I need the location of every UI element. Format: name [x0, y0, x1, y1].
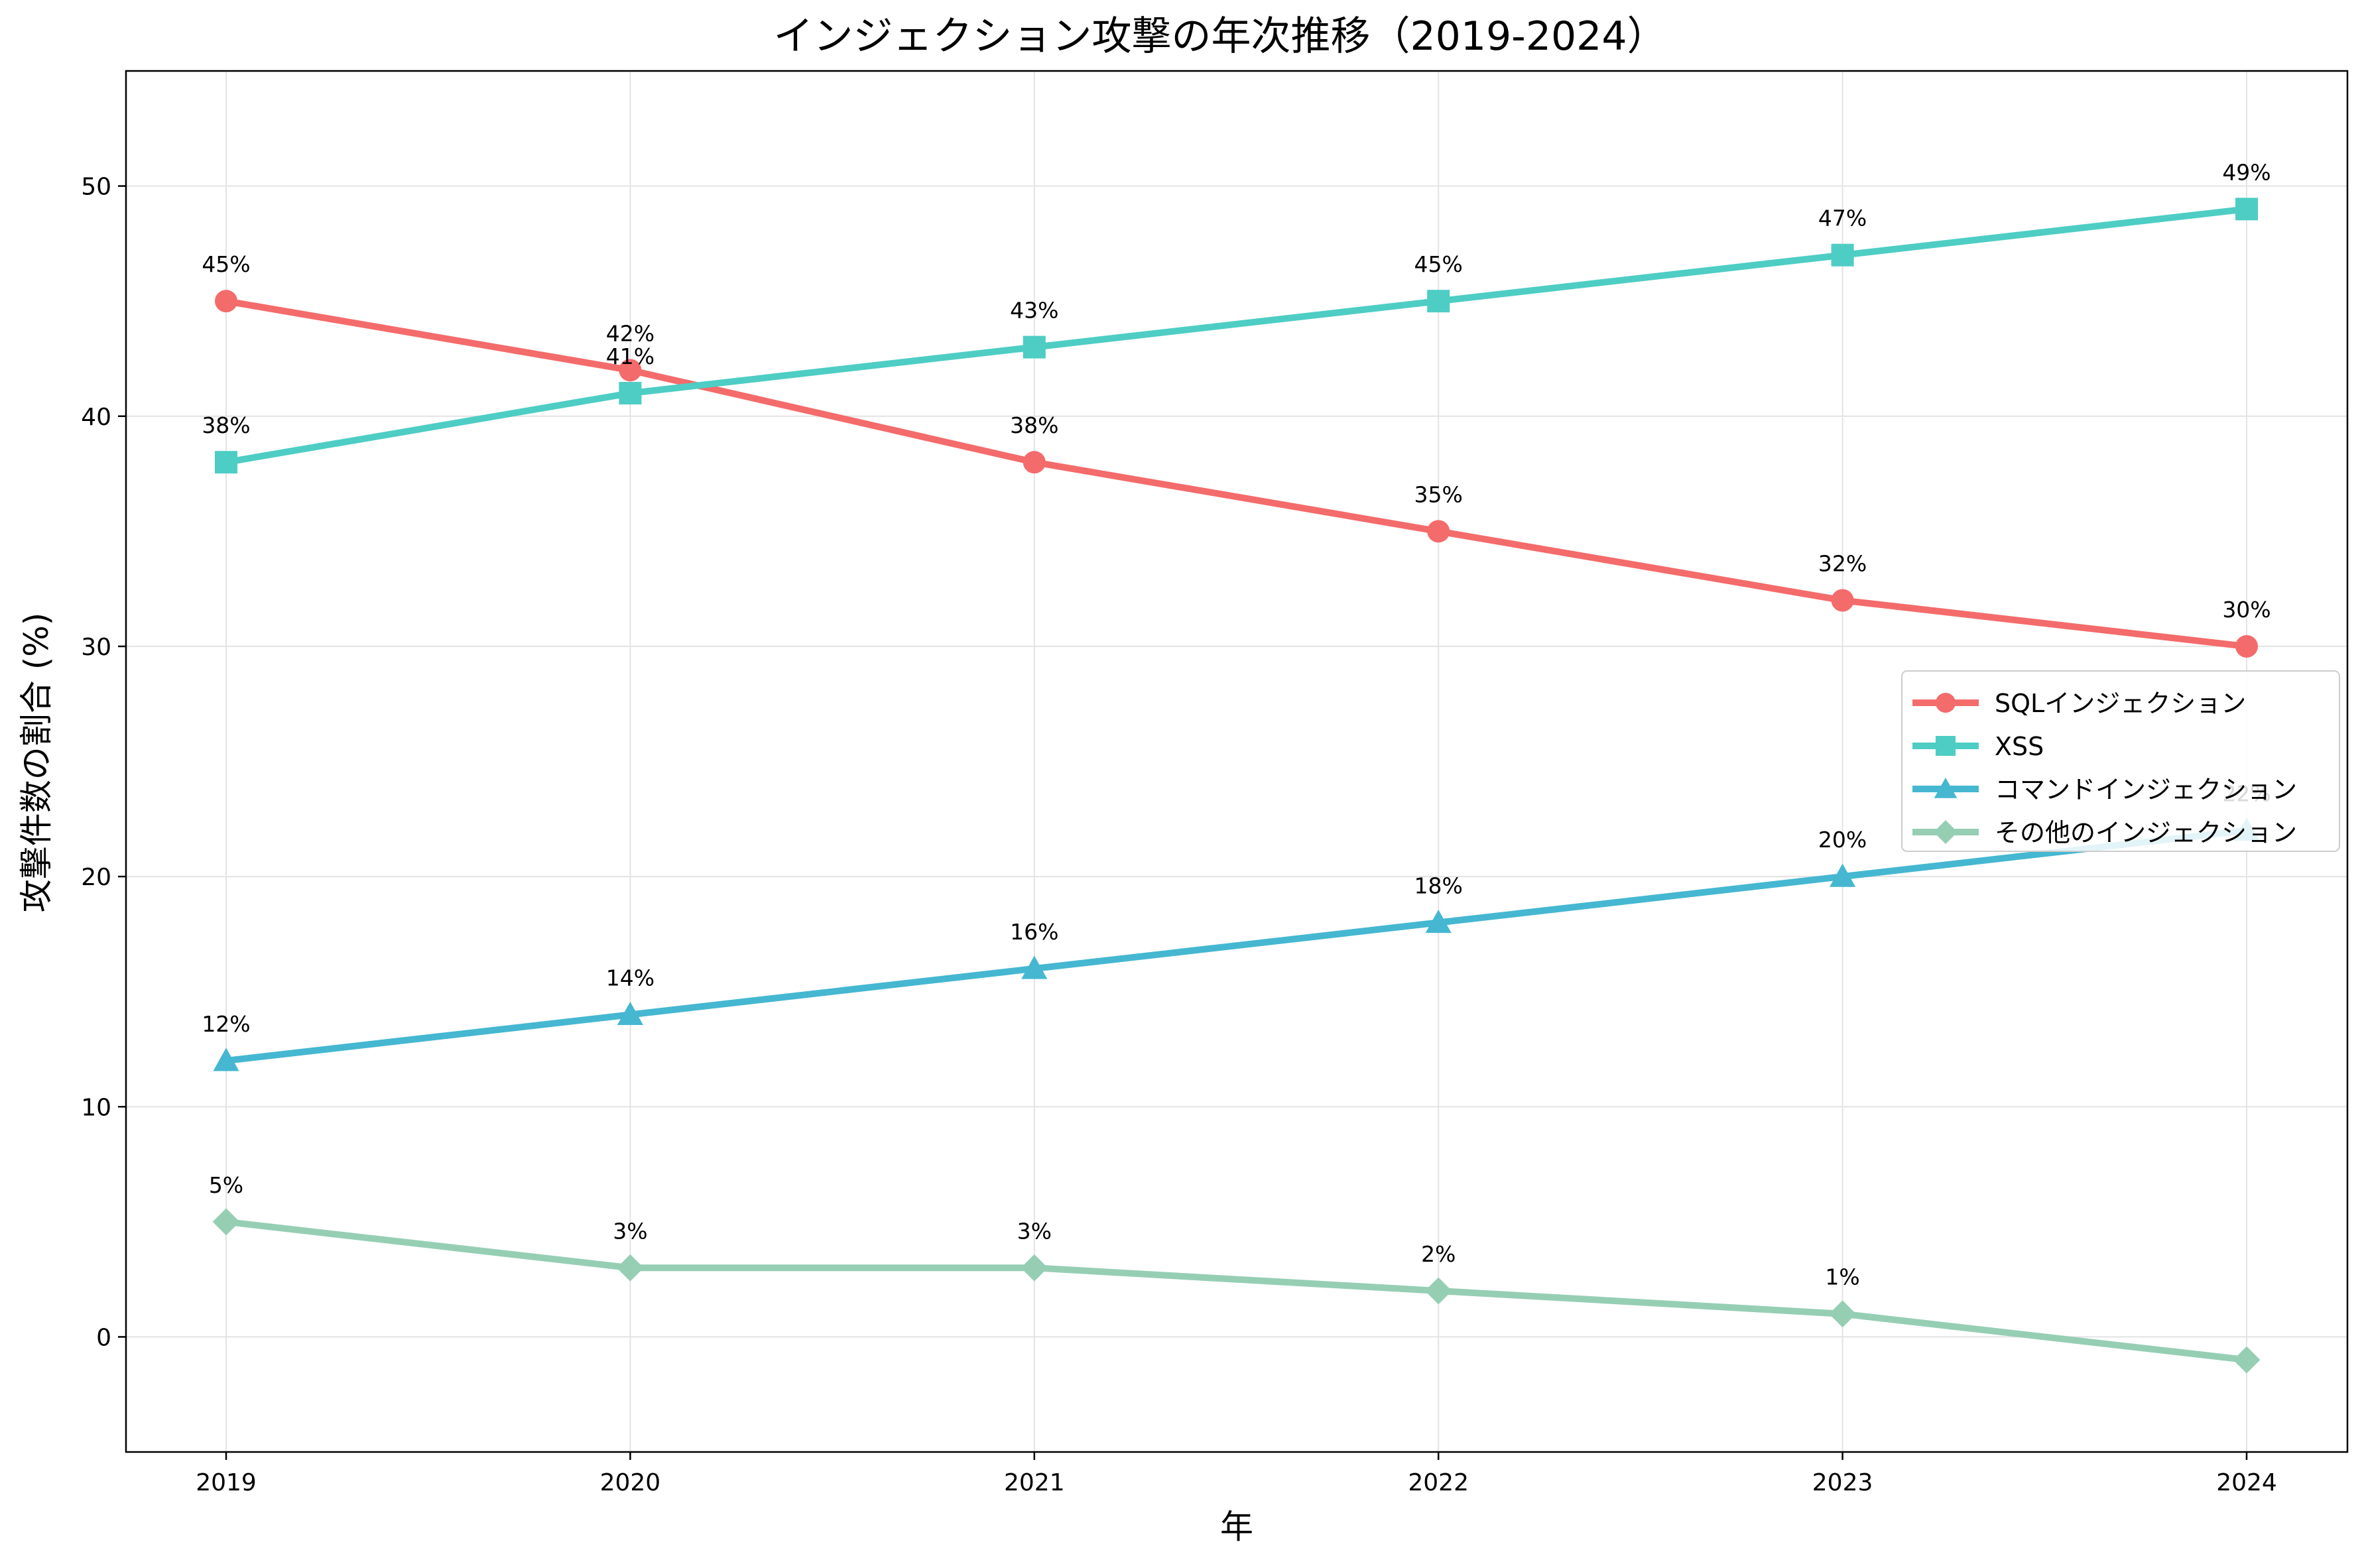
legend-item-1-marker — [1936, 693, 1956, 713]
y-tick-label: 50 — [81, 174, 111, 201]
series-2-data-label: 47% — [1818, 206, 1867, 231]
series-4 — [212, 1208, 2261, 1374]
series-1 — [215, 290, 2258, 658]
y-tick-label: 10 — [81, 1094, 111, 1121]
series-2-point — [215, 451, 237, 474]
series-3-data-label: 12% — [202, 1011, 250, 1037]
series-1-line — [223, 298, 2250, 650]
series-group — [212, 198, 2261, 1374]
series-2-point — [1831, 243, 1854, 267]
y-tick-label: 20 — [81, 864, 111, 891]
series-4-point — [2233, 1346, 2261, 1374]
chart-title: インジェクション攻撃の年次推移（2019-2024） — [773, 13, 1666, 60]
series-3-point — [213, 1048, 239, 1071]
x-tick-label: 2023 — [1812, 1469, 1873, 1496]
series-1-point — [1023, 451, 1046, 474]
x-tick-label: 2024 — [2216, 1469, 2277, 1496]
x-tick-label: 2020 — [600, 1469, 661, 1496]
series-2-data-label: 45% — [1414, 251, 1463, 277]
axis-ticks: 2019 2020 2021 2022 2023 2024 0 10 20 30 40 50 — [81, 174, 2277, 1496]
series-2-point — [619, 382, 642, 405]
series-3-point — [1425, 909, 1452, 934]
series-3-line — [223, 827, 2250, 1064]
series-2-point — [2235, 198, 2258, 221]
series-4-point — [212, 1208, 240, 1236]
series-4-data-label: 3% — [613, 1218, 647, 1244]
series-3-point — [1830, 863, 1856, 887]
plot-frame — [125, 70, 2349, 1453]
series-4-data-label: 2% — [1421, 1241, 1456, 1267]
series-2-data-label: 38% — [202, 412, 250, 438]
grid — [126, 71, 2347, 1452]
series-4-point — [1021, 1254, 1048, 1282]
series-3 — [213, 817, 2260, 1071]
legend-item-1: SQLインジェクション — [1912, 689, 2246, 718]
y-axis-label: 攻撃件数の割合 (%) — [17, 613, 56, 912]
series-1-point — [1831, 589, 1854, 612]
series-3-data-label: 16% — [1010, 919, 1058, 945]
series-1-point — [2235, 634, 2258, 658]
x-tick-label: 2021 — [1004, 1469, 1065, 1496]
legend-item-4: その他のインジェクション — [1912, 818, 2297, 847]
legend-item-3: コマンドインジェクション — [1912, 775, 2297, 804]
legend-item-4-marker — [1934, 820, 1958, 844]
series-3-point — [617, 1001, 643, 1026]
series-1-data-label: 32% — [1818, 550, 1867, 576]
series-4-point — [1829, 1300, 1856, 1328]
series-4-point — [1424, 1277, 1452, 1305]
series-1-point — [215, 290, 237, 313]
series-2-point — [1023, 335, 1046, 359]
y-tick-label: 40 — [81, 404, 111, 431]
series-3-data-label: 18% — [1414, 873, 1463, 899]
series-4-line — [223, 1218, 2250, 1364]
series-2-point — [1427, 290, 1450, 313]
series-2-data-label: 49% — [2222, 159, 2271, 185]
series-2-line — [223, 206, 2250, 466]
series-3-data-label: 20% — [1818, 827, 1867, 853]
legend-item-3-marker — [1934, 777, 1958, 798]
series-1-data-label: 38% — [1010, 412, 1058, 438]
series-2-data-label: 43% — [1010, 298, 1058, 324]
x-tick-label: 2019 — [196, 1469, 257, 1496]
data-labels: 45% 42% 38% 35% 32% 30% 38% 41% 43% 45% 47% 49% 12% 1… — [202, 159, 2271, 1290]
legend-item-2-label: XSS — [1995, 732, 2044, 761]
series-4-data-label: 3% — [1017, 1218, 1052, 1244]
x-tick-label: 2022 — [1408, 1469, 1469, 1496]
legend-item-2-marker — [1936, 736, 1956, 756]
legend-box — [1901, 670, 2340, 852]
series-4-data-label: 5% — [209, 1172, 243, 1198]
series-2-data-label: 41% — [606, 343, 654, 369]
series-1-point — [619, 359, 642, 382]
series-2 — [215, 198, 2258, 474]
x-axis-label: 年 — [1220, 1508, 1253, 1546]
series-4-point — [617, 1254, 644, 1282]
series-1-data-label: 30% — [2222, 597, 2271, 623]
legend-item-1-label: SQLインジェクション — [1995, 689, 2246, 718]
legend-item-2: XSS — [1912, 732, 2044, 761]
y-tick-label: 30 — [81, 634, 111, 661]
legend-item-4-label: その他のインジェクション — [1995, 818, 2297, 847]
series-1-data-label: 42% — [606, 320, 654, 346]
series-1-point — [1427, 520, 1450, 543]
series-1-data-label: 35% — [1414, 481, 1463, 507]
series-4-data-label: 1% — [1825, 1264, 1859, 1290]
series-3-point — [1021, 955, 1048, 979]
series-3-data-label: 14% — [606, 965, 654, 991]
legend-item-3-label: コマンドインジェクション — [1995, 775, 2297, 804]
series-1-data-label: 45% — [202, 251, 250, 277]
y-tick-label: 0 — [96, 1324, 111, 1351]
